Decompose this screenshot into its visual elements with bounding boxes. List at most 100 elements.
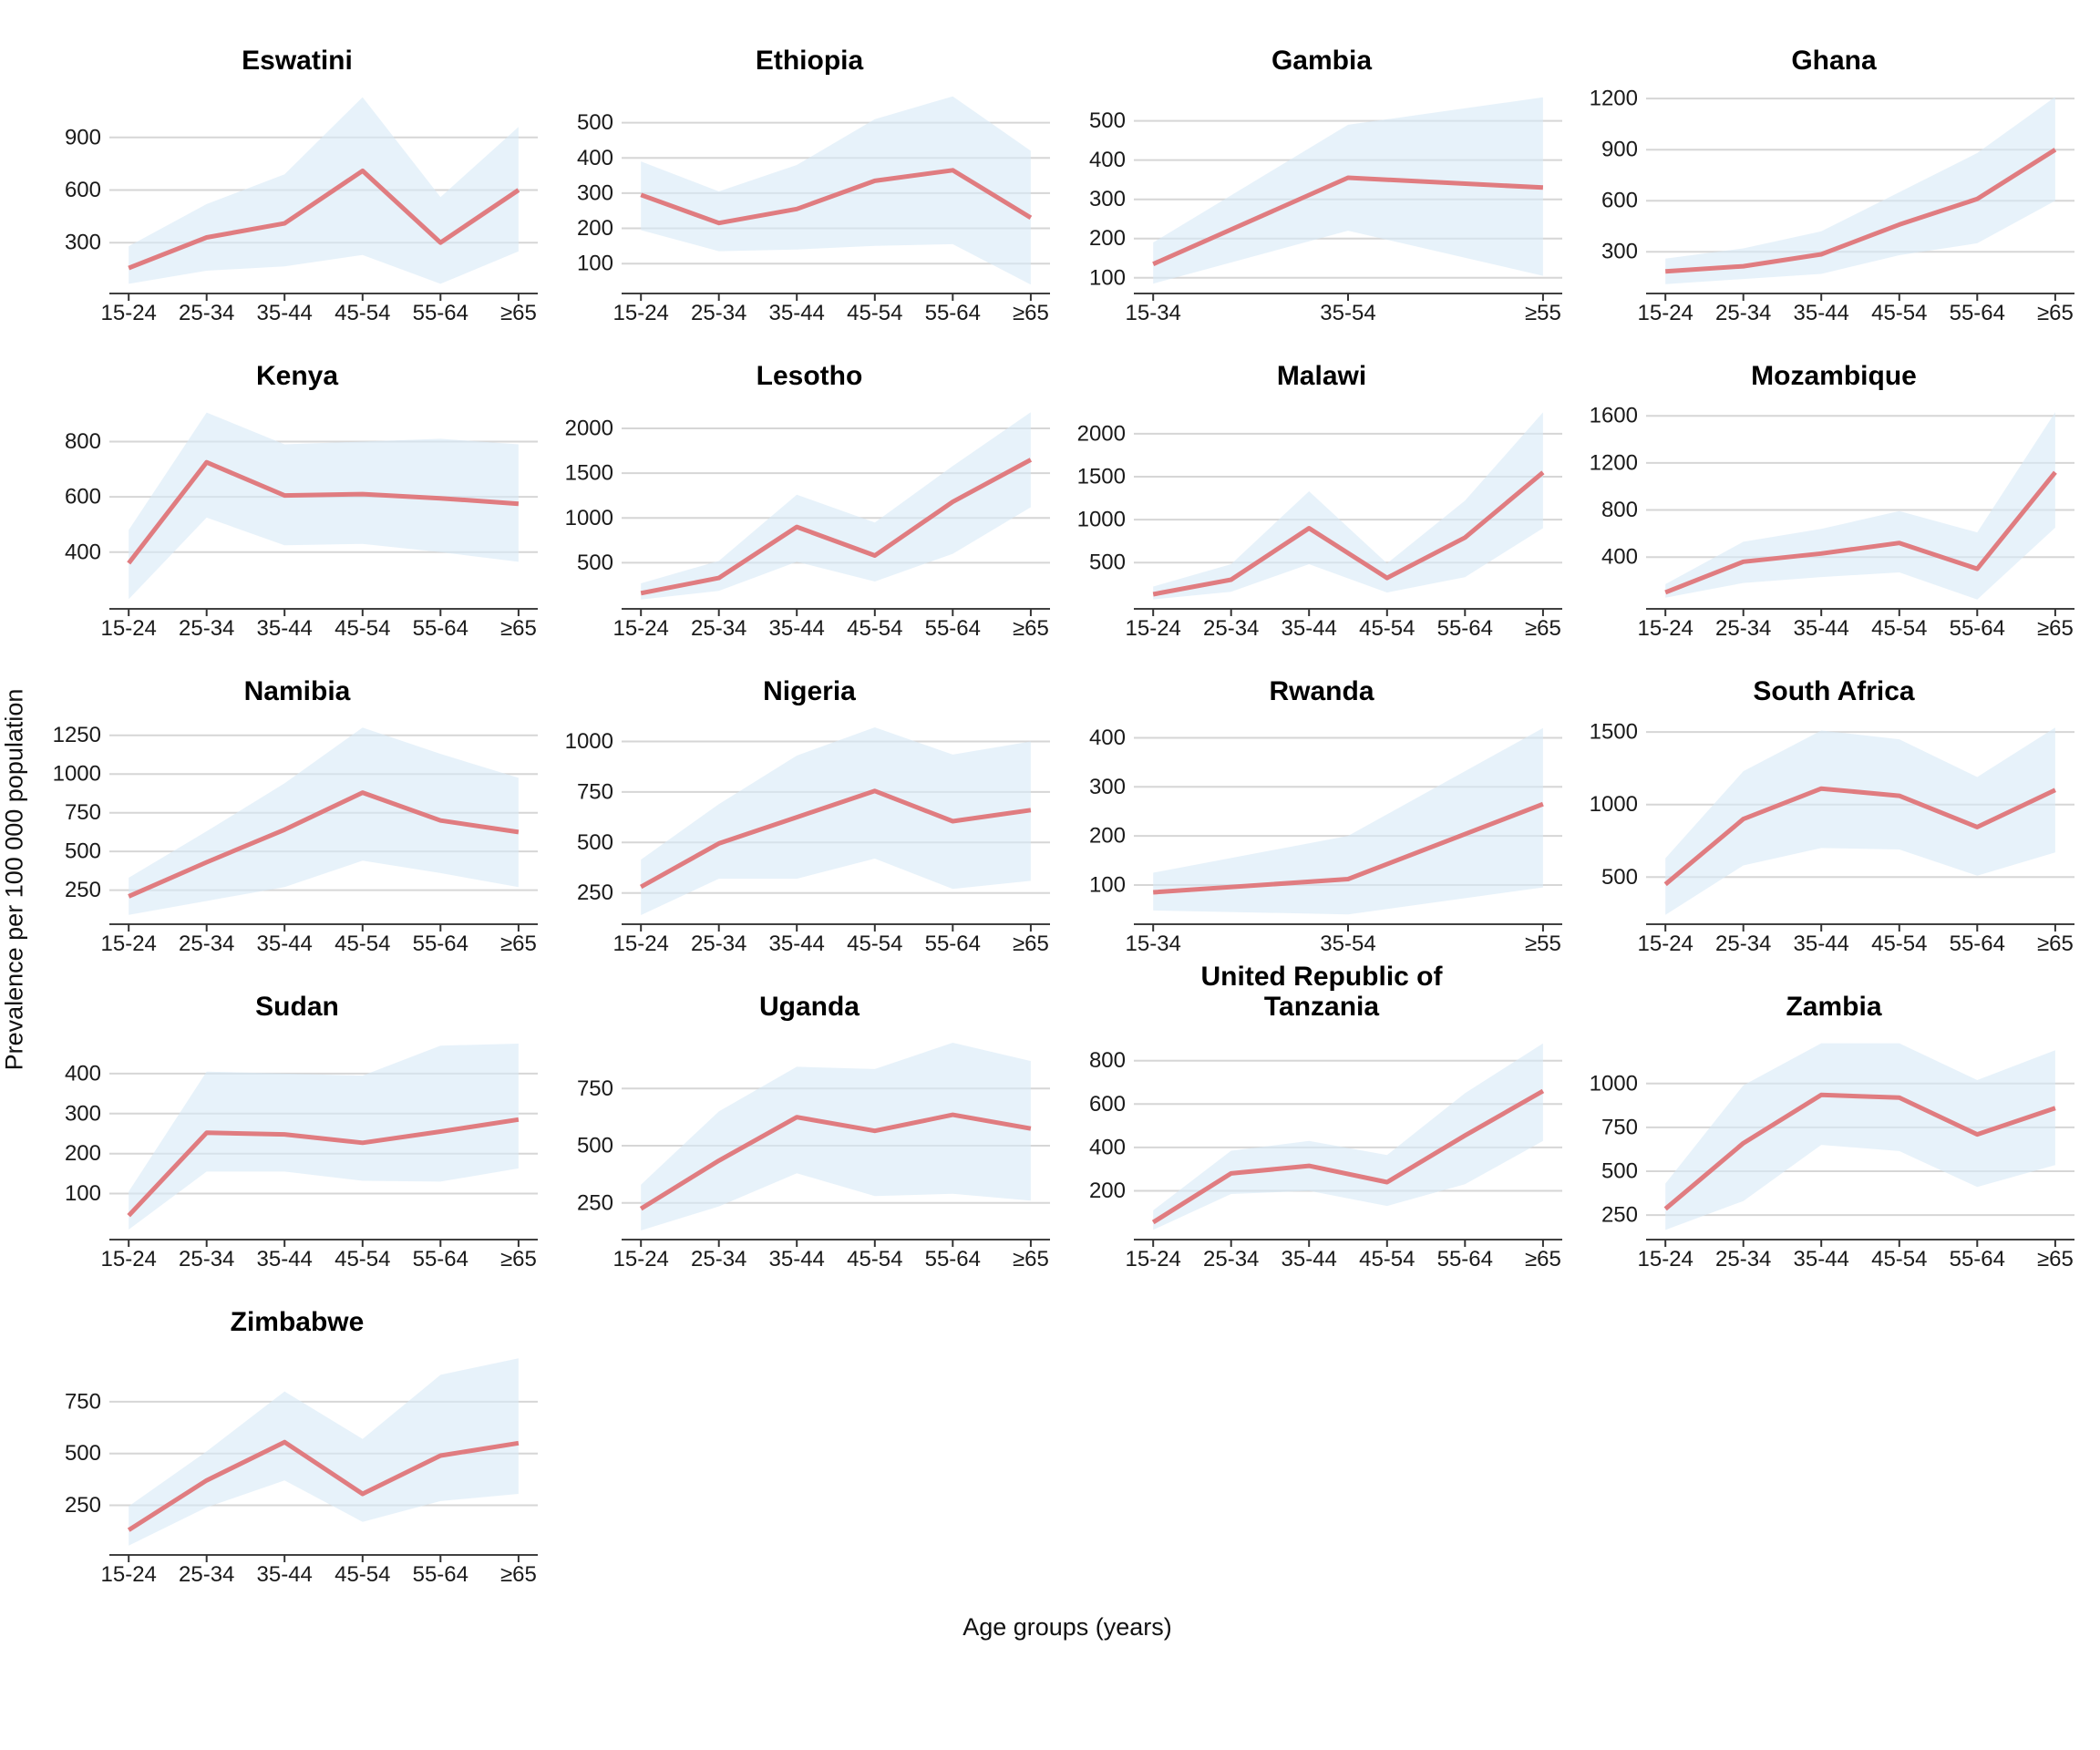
x-tick-label: 55-64	[1437, 1247, 1493, 1271]
panel-plot: 250 500 750 15-24 25-34 35-44 45-54 55-64 ≥65	[65, 1358, 538, 1587]
y-tick-label: 100	[577, 252, 613, 276]
x-tick-label: 55-64	[413, 1562, 468, 1587]
panel-title: Ethiopia	[755, 46, 864, 77]
x-tick-label: 35-44	[257, 932, 313, 956]
x-tick-label: 15-24	[101, 616, 157, 641]
y-tick-label: 1000	[565, 506, 613, 530]
faceted-line-chart-figure: Prevalence per 100 000 population Eswati…	[0, 13, 2087, 1641]
x-tick-label: ≥55	[1525, 301, 1561, 325]
y-axis-title: Prevalence per 100 000 population	[0, 688, 28, 1071]
x-tick-label: 35-44	[1282, 1247, 1337, 1271]
facet-panel: Namibia 250 500 750 1000 1250 15-24 25-34 35-44 4…	[44, 643, 551, 959]
x-tick-label: ≥65	[2037, 616, 2074, 641]
x-tick-label: ≥65	[2037, 301, 2074, 325]
x-tick-label: 55-64	[1950, 616, 2005, 641]
y-tick-label: 1000	[565, 729, 613, 754]
x-tick-label: 45-54	[1871, 932, 1927, 956]
x-tick-label: ≥65	[1525, 616, 1561, 641]
prevalence-line	[128, 790, 520, 899]
confidence-band	[129, 97, 519, 284]
x-tick-label: 15-24	[101, 932, 157, 956]
y-tick-label: 100	[65, 1181, 101, 1206]
x-tick-label: 25-34	[1203, 1247, 1259, 1271]
y-tick-label: 300	[1089, 187, 1126, 211]
x-tick-label: 55-64	[413, 1247, 468, 1271]
x-tick-label: 15-24	[1638, 1247, 1693, 1271]
y-tick-label: 600	[65, 178, 101, 202]
facet-panel: Ethiopia 100 200 300 400 500 15-24 25-34 35-44 45…	[556, 13, 1063, 328]
panel-title: Namibia	[243, 676, 351, 707]
x-tick-label: 25-34	[179, 932, 234, 956]
y-tick-label: 500	[65, 839, 101, 864]
confidence-band	[1153, 1043, 1543, 1230]
y-tick-label: 100	[1089, 873, 1126, 898]
panel-plot: 100 200 300 400 15-24 25-34 35-44 45-54 55-64 ≥65	[65, 1044, 538, 1271]
confidence-band	[1665, 97, 2055, 284]
y-tick-label: 1200	[1590, 87, 1638, 111]
prevalence-line	[1664, 470, 2057, 595]
y-tick-label: 400	[1089, 148, 1126, 172]
y-tick-label: 250	[1601, 1203, 1638, 1228]
confidence-band	[641, 96, 1031, 285]
x-tick-label: 55-64	[925, 616, 981, 641]
x-tick-label: 25-34	[179, 301, 234, 325]
panel-title: United Republic of Tanzania	[1200, 961, 1443, 1023]
facet-panel: Zimbabwe 250 500 750 15-24 25-34 35-44 45-54 55-…	[44, 1274, 551, 1590]
panel-title: Rwanda	[1269, 676, 1374, 707]
x-tick-label: ≥65	[1013, 932, 1049, 956]
y-tick-label: 800	[1601, 498, 1638, 522]
x-tick-label: ≥65	[500, 932, 537, 956]
y-tick-label: 200	[1089, 824, 1126, 849]
panel-plot: 300 600 900 1200 15-24 25-34 35-44 45-54 55-64 ≥6…	[1590, 87, 2074, 325]
x-tick-label: 15-24	[613, 1247, 669, 1271]
facet-panel: Gambia 100 200 300 400 500 15-34 35-54 ≥55	[1068, 13, 1575, 328]
facet-panel: Eswatini 300 600 900 15-24 25-34 35-44 45-54 55-…	[44, 13, 551, 328]
x-tick-label: 25-34	[1715, 616, 1771, 641]
y-tick-label: 750	[65, 800, 101, 825]
x-tick-label: 35-44	[257, 1247, 313, 1271]
prevalence-line	[640, 168, 1033, 226]
y-tick-label: 1000	[1077, 508, 1126, 532]
x-tick-label: ≥65	[500, 1562, 537, 1587]
x-tick-label: 25-34	[691, 1247, 746, 1271]
facet-panel: Uganda 250 500 750 15-24 25-34 35-44 45-54 55-64…	[556, 959, 1063, 1274]
y-tick-label: 300	[65, 231, 101, 255]
panel-plot: 500 1000 1500 2000 15-24 25-34 35-44 45-54 55-64…	[1077, 412, 1562, 641]
x-tick-label: 55-64	[413, 932, 468, 956]
y-tick-label: 400	[65, 540, 101, 564]
panel-plot: 500 1000 1500 15-24 25-34 35-44 45-54 55-64 ≥65	[1590, 720, 2074, 956]
x-tick-label: 55-64	[1950, 932, 2005, 956]
y-tick-label: 500	[1601, 865, 1638, 890]
facet-panel: Ghana 300 600 900 1200 15-24 25-34 35-44 45-54 55…	[1580, 13, 2087, 328]
x-tick-label: 15-24	[613, 932, 669, 956]
x-tick-label: 15-24	[613, 616, 669, 641]
x-tick-label: 15-24	[1638, 616, 1693, 641]
y-tick-label: 300	[577, 180, 613, 205]
facet-panel: Rwanda 100 200 300 400 15-34 35-54 ≥55	[1068, 643, 1575, 959]
y-tick-label: 750	[65, 1389, 101, 1414]
x-tick-label: ≥65	[2037, 1247, 2074, 1271]
panel-plot: 500 1000 1500 2000 15-24 25-34 35-44 45-54 55-64…	[565, 412, 1050, 641]
x-tick-label: 35-44	[769, 932, 825, 956]
panel-plot: 300 600 900 15-24 25-34 35-44 45-54 55-64 ≥65	[65, 97, 538, 325]
x-tick-label: 25-34	[179, 616, 234, 641]
facet-panel: South Africa 500 1000 1500 15-24 25-34 35-44 45…	[1580, 643, 2087, 959]
prevalence-line	[1151, 1088, 1545, 1225]
prevalence-line	[127, 459, 520, 565]
panel-title: Sudan	[255, 992, 339, 1023]
y-tick-label: 250	[65, 1493, 101, 1518]
x-tick-label: 55-64	[925, 932, 981, 956]
x-tick-label: 25-34	[1715, 932, 1771, 956]
x-tick-label: 45-54	[335, 932, 390, 956]
prevalence-line	[127, 1439, 520, 1532]
x-tick-label: 55-64	[925, 1247, 981, 1271]
panel-plot: 100 200 300 400 500 15-34 35-54 ≥55	[1089, 97, 1562, 325]
panel-plot: 250 500 750 1000 15-24 25-34 35-44 45-54 55-64 ≥6…	[1590, 1043, 2074, 1271]
y-tick-label: 1500	[1590, 720, 1638, 745]
facet-panel: Lesotho 500 1000 1500 2000 15-24 25-34 35-44 45-…	[556, 328, 1063, 643]
panel-title: Lesotho	[756, 361, 863, 392]
x-tick-label: 35-44	[257, 301, 313, 325]
x-tick-label: 45-54	[847, 932, 902, 956]
panel-plot: 250 500 750 1000 15-24 25-34 35-44 45-54 55-64 ≥6…	[565, 727, 1050, 956]
x-tick-label: 35-44	[1794, 616, 1849, 641]
